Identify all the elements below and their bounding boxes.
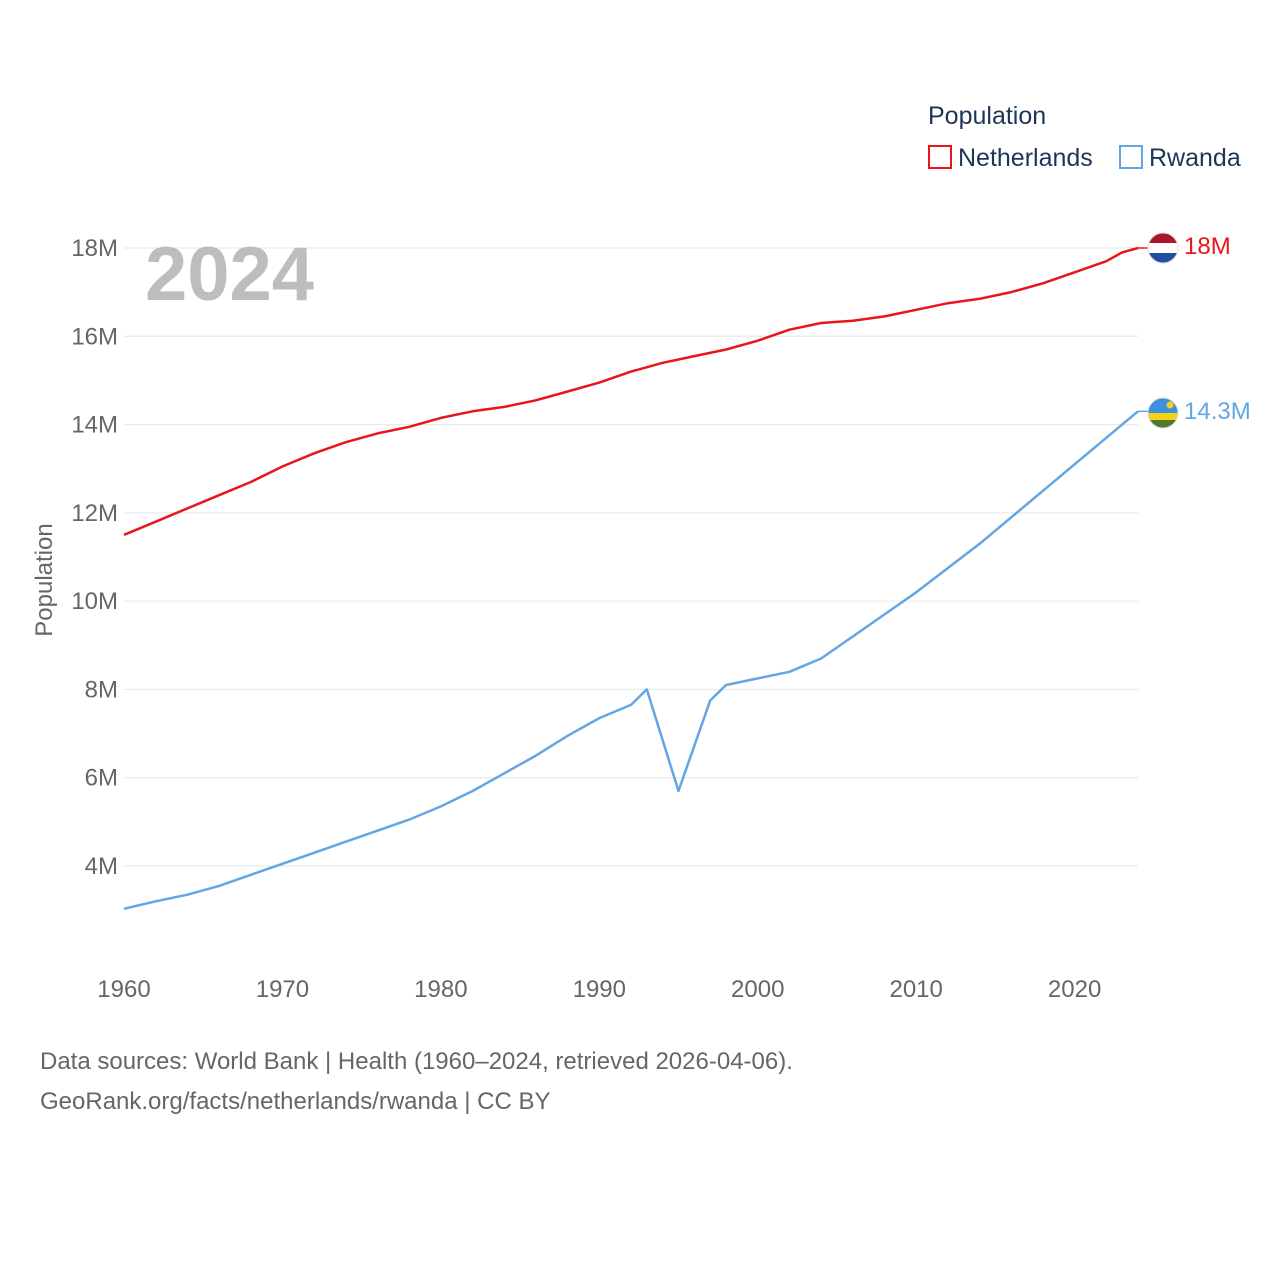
- series-line-netherlands: [123, 246, 1139, 537]
- source-note: Data sources: World Bank | Health (1960–…: [40, 1042, 793, 1122]
- x-tick-label: 2020: [1048, 976, 1101, 1003]
- legend-label-netherlands: Netherlands: [958, 144, 1093, 172]
- legend: Population Netherlands Rwanda: [928, 102, 1241, 172]
- y-tick-label: 16M: [71, 323, 118, 350]
- legend-title: Population: [928, 102, 1046, 130]
- x-tick-label: 2010: [889, 976, 942, 1003]
- gridlines: [124, 247, 1138, 867]
- x-axis-ticks: 1960 1970 1980 1990 2000 2010 2020: [97, 976, 1101, 1003]
- source-line-2: GeoRank.org/facts/netherlands/rwanda | C…: [40, 1088, 551, 1115]
- y-tick-label: 12M: [71, 500, 118, 527]
- y-tick-label: 8M: [85, 676, 118, 703]
- y-tick-label: 10M: [71, 588, 118, 615]
- x-tick-label: 1960: [97, 976, 150, 1003]
- x-tick-label: 1970: [256, 976, 309, 1003]
- y-axis-ticks: 4M 6M 8M 10M 12M 14M 16M 18M: [71, 235, 118, 880]
- source-line-1: Data sources: World Bank | Health (1960–…: [40, 1048, 793, 1075]
- end-label-netherlands: 18M: [1184, 233, 1231, 260]
- y-tick-label: 4M: [85, 853, 118, 880]
- y-tick-label: 6M: [85, 765, 118, 792]
- x-tick-label: 1980: [414, 976, 467, 1003]
- y-tick-label: 14M: [71, 412, 118, 439]
- year-label: 2024: [145, 232, 314, 317]
- x-tick-label: 2000: [731, 976, 784, 1003]
- y-tick-label: 18M: [71, 235, 118, 262]
- legend-label-rwanda: Rwanda: [1149, 144, 1241, 172]
- netherlands-flag-icon: [1148, 233, 1178, 263]
- x-tick-label: 1990: [573, 976, 626, 1003]
- legend-swatch-rwanda: [1119, 145, 1143, 169]
- rwanda-flag-icon: [1148, 398, 1178, 428]
- legend-swatch-netherlands: [928, 145, 952, 169]
- y-axis-title: Population: [31, 523, 58, 636]
- series-line-rwanda: [123, 410, 1139, 911]
- end-label-rwanda: 14.3M: [1184, 398, 1251, 425]
